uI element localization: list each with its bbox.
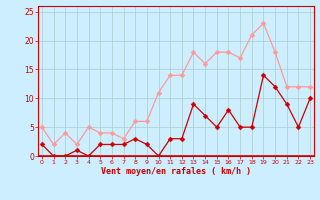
X-axis label: Vent moyen/en rafales ( km/h ): Vent moyen/en rafales ( km/h ) — [101, 167, 251, 176]
